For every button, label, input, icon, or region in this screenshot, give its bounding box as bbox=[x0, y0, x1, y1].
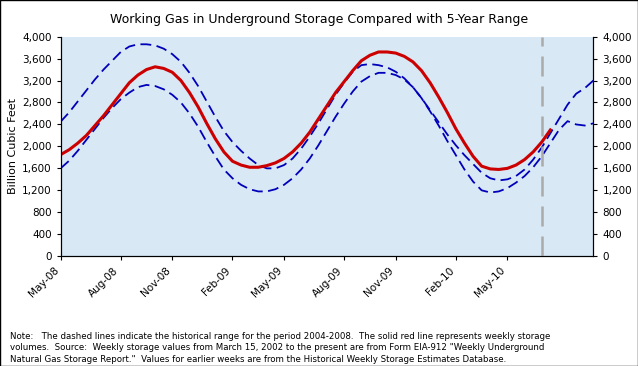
Y-axis label: Billion Cubic Feet: Billion Cubic Feet bbox=[8, 98, 18, 194]
Text: Working Gas in Underground Storage Compared with 5-Year Range: Working Gas in Underground Storage Compa… bbox=[110, 13, 528, 26]
Text: Note:   The dashed lines indicate the historical range for the period 2004-2008.: Note: The dashed lines indicate the hist… bbox=[10, 332, 550, 364]
